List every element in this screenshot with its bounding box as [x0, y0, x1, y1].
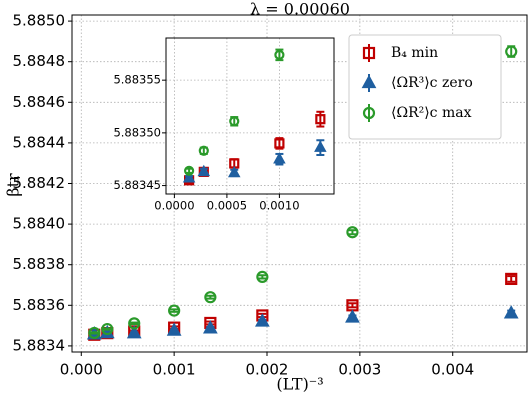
marker: [314, 140, 327, 152]
plot-area: [166, 38, 334, 194]
marker: [204, 291, 217, 304]
y-tick-label: 5.8836: [13, 296, 66, 314]
marker: [273, 152, 286, 164]
x-tick-label: 0.002: [246, 361, 289, 379]
x-axis-label: (LT)⁻³: [276, 375, 323, 394]
legend-label: ⟨ΩR³⟩c zero: [391, 75, 473, 91]
y-tick-label: 5.88355: [113, 73, 161, 87]
marker: [88, 326, 101, 340]
marker: [229, 116, 240, 127]
marker: [168, 304, 181, 317]
y-tick-label: 5.8840: [13, 215, 66, 233]
x-tick-label: 0.004: [431, 361, 474, 379]
y-tick-label: 5.88345: [113, 178, 161, 192]
plot-frame: [71, 14, 528, 353]
y-tick-label: 5.8848: [13, 52, 66, 70]
marker: [184, 165, 195, 176]
marker: [126, 325, 142, 339]
marker: [505, 45, 518, 58]
x-tick-label: 0.000: [60, 361, 103, 379]
legend-label: B₄ min: [391, 45, 438, 61]
x-tick-label: 0.0010: [259, 199, 299, 213]
marker: [256, 270, 269, 283]
chart-title: λ = 0.00060: [250, 0, 350, 19]
marker: [505, 272, 518, 286]
legend-marker: [361, 74, 377, 89]
y-tick-label: 5.8842: [13, 174, 66, 192]
y-tick-label: 5.8846: [13, 93, 66, 111]
x-tick-label: 0.003: [338, 361, 381, 379]
y-axis-label: βtr: [4, 173, 23, 197]
marker: [274, 49, 285, 60]
marker: [99, 324, 115, 339]
marker: [274, 138, 285, 149]
marker: [198, 145, 209, 156]
marker: [227, 165, 241, 178]
marker: [197, 164, 211, 177]
legend-label: ⟨ΩR²⟩c max: [391, 105, 472, 121]
legend-box: [348, 34, 502, 140]
marker: [254, 313, 270, 327]
marker: [202, 320, 218, 334]
x-tick-label: 0.0005: [207, 199, 247, 213]
y-tick-label: 5.8844: [13, 133, 66, 151]
marker: [346, 226, 359, 239]
legend-marker: [362, 46, 376, 60]
marker: [182, 171, 196, 183]
y-tick-label: 5.88350: [113, 125, 161, 139]
y-tick-label: 5.8850: [13, 12, 66, 30]
marker: [345, 309, 360, 323]
marker: [101, 322, 114, 336]
marker: [503, 305, 519, 319]
plot-frame: [165, 37, 335, 195]
x-tick-label: 0.0000: [154, 199, 194, 213]
legend-marker: [362, 106, 376, 120]
marker: [166, 322, 182, 336]
y-tick-label: 5.8834: [13, 336, 66, 354]
y-tick-label: 5.8838: [13, 255, 66, 273]
marker: [315, 114, 326, 125]
x-tick-label: 0.001: [153, 361, 196, 379]
marker: [128, 317, 141, 330]
